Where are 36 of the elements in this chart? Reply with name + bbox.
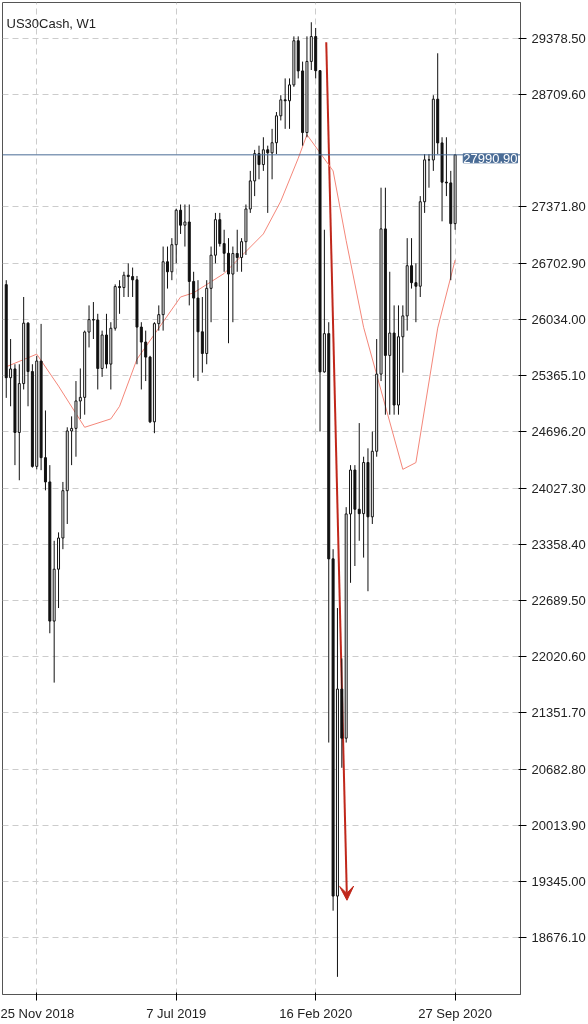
candlestick [261,136,265,172]
candlestick [266,145,270,214]
candlestick [131,267,135,298]
candlestick [444,136,448,197]
y-tick-label: 22020.60 [531,649,586,665]
candlestick [427,153,431,189]
x-tick-label: 27 Sep 2020 [418,1005,492,1021]
candlestick [283,77,287,130]
candlestick [122,271,126,298]
line-series [5,134,456,470]
y-tick-label: 24696.20 [531,424,586,440]
y-tick-label: 28709.60 [531,86,586,102]
candlestick [257,145,261,180]
x-tick-label: 25 Nov 2018 [0,1005,75,1021]
candlestick [235,229,239,273]
y-tick-label: 23358.40 [531,536,586,552]
y-tick-label: 18676.10 [531,930,586,946]
y-tick-label: 26702.90 [531,255,586,271]
candlestick [126,262,130,298]
x-tick-label: 16 Feb 2020 [279,1005,353,1021]
text: US30Cash, W1 [6,15,97,31]
candlestick [231,246,235,323]
candlestick [357,422,361,542]
y-tick-label: 22689.50 [531,593,586,609]
y-tick-label: 19345.00 [531,874,586,890]
y-tick-label: 29378.50 [531,30,586,46]
y-tick-label: 24027.30 [531,480,586,496]
y-tick-label: 26034.00 [531,311,586,327]
y-tick-label: 21351.70 [531,705,586,721]
x-tick-label: 7 Jul 2019 [146,1005,207,1021]
ref-line-label: 27990.90 [463,150,518,166]
y-tick-label: 27371.80 [531,199,586,215]
y-tick-label: 25365.10 [531,368,586,384]
y-tick-label: 20013.90 [531,817,586,833]
y-tick-label: 20682.80 [531,761,586,777]
candlestick [222,229,226,273]
